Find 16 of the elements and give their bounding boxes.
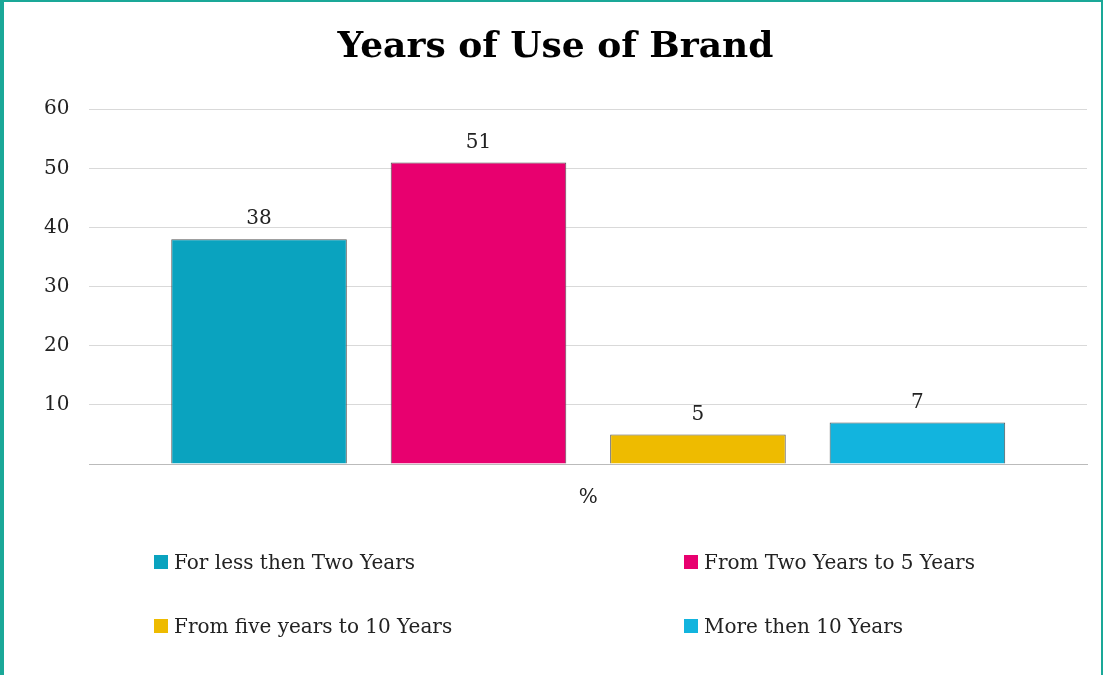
- legend-label: More then 10 Years: [704, 614, 904, 638]
- legend-label: For less then Two Years: [174, 550, 416, 574]
- y-tick-label: 50: [44, 154, 70, 179]
- chart-title: Years of Use of Brand: [336, 22, 774, 65]
- y-tick-label: 10: [44, 391, 70, 416]
- y-tick-label: 20: [44, 331, 70, 356]
- data-label: 5: [691, 400, 705, 425]
- legend-label: From five years to 10 Years: [174, 614, 453, 638]
- y-tick-label: 30: [44, 272, 70, 297]
- data-label: 51: [465, 128, 492, 153]
- y-tick-label: 60: [44, 95, 70, 120]
- data-label: 7: [911, 388, 924, 413]
- data-label: 38: [246, 205, 272, 230]
- y-tick-label: 40: [44, 213, 70, 238]
- x-tick-label: %: [578, 484, 598, 509]
- legend-label: From Two Years to 5 Years: [704, 550, 975, 574]
